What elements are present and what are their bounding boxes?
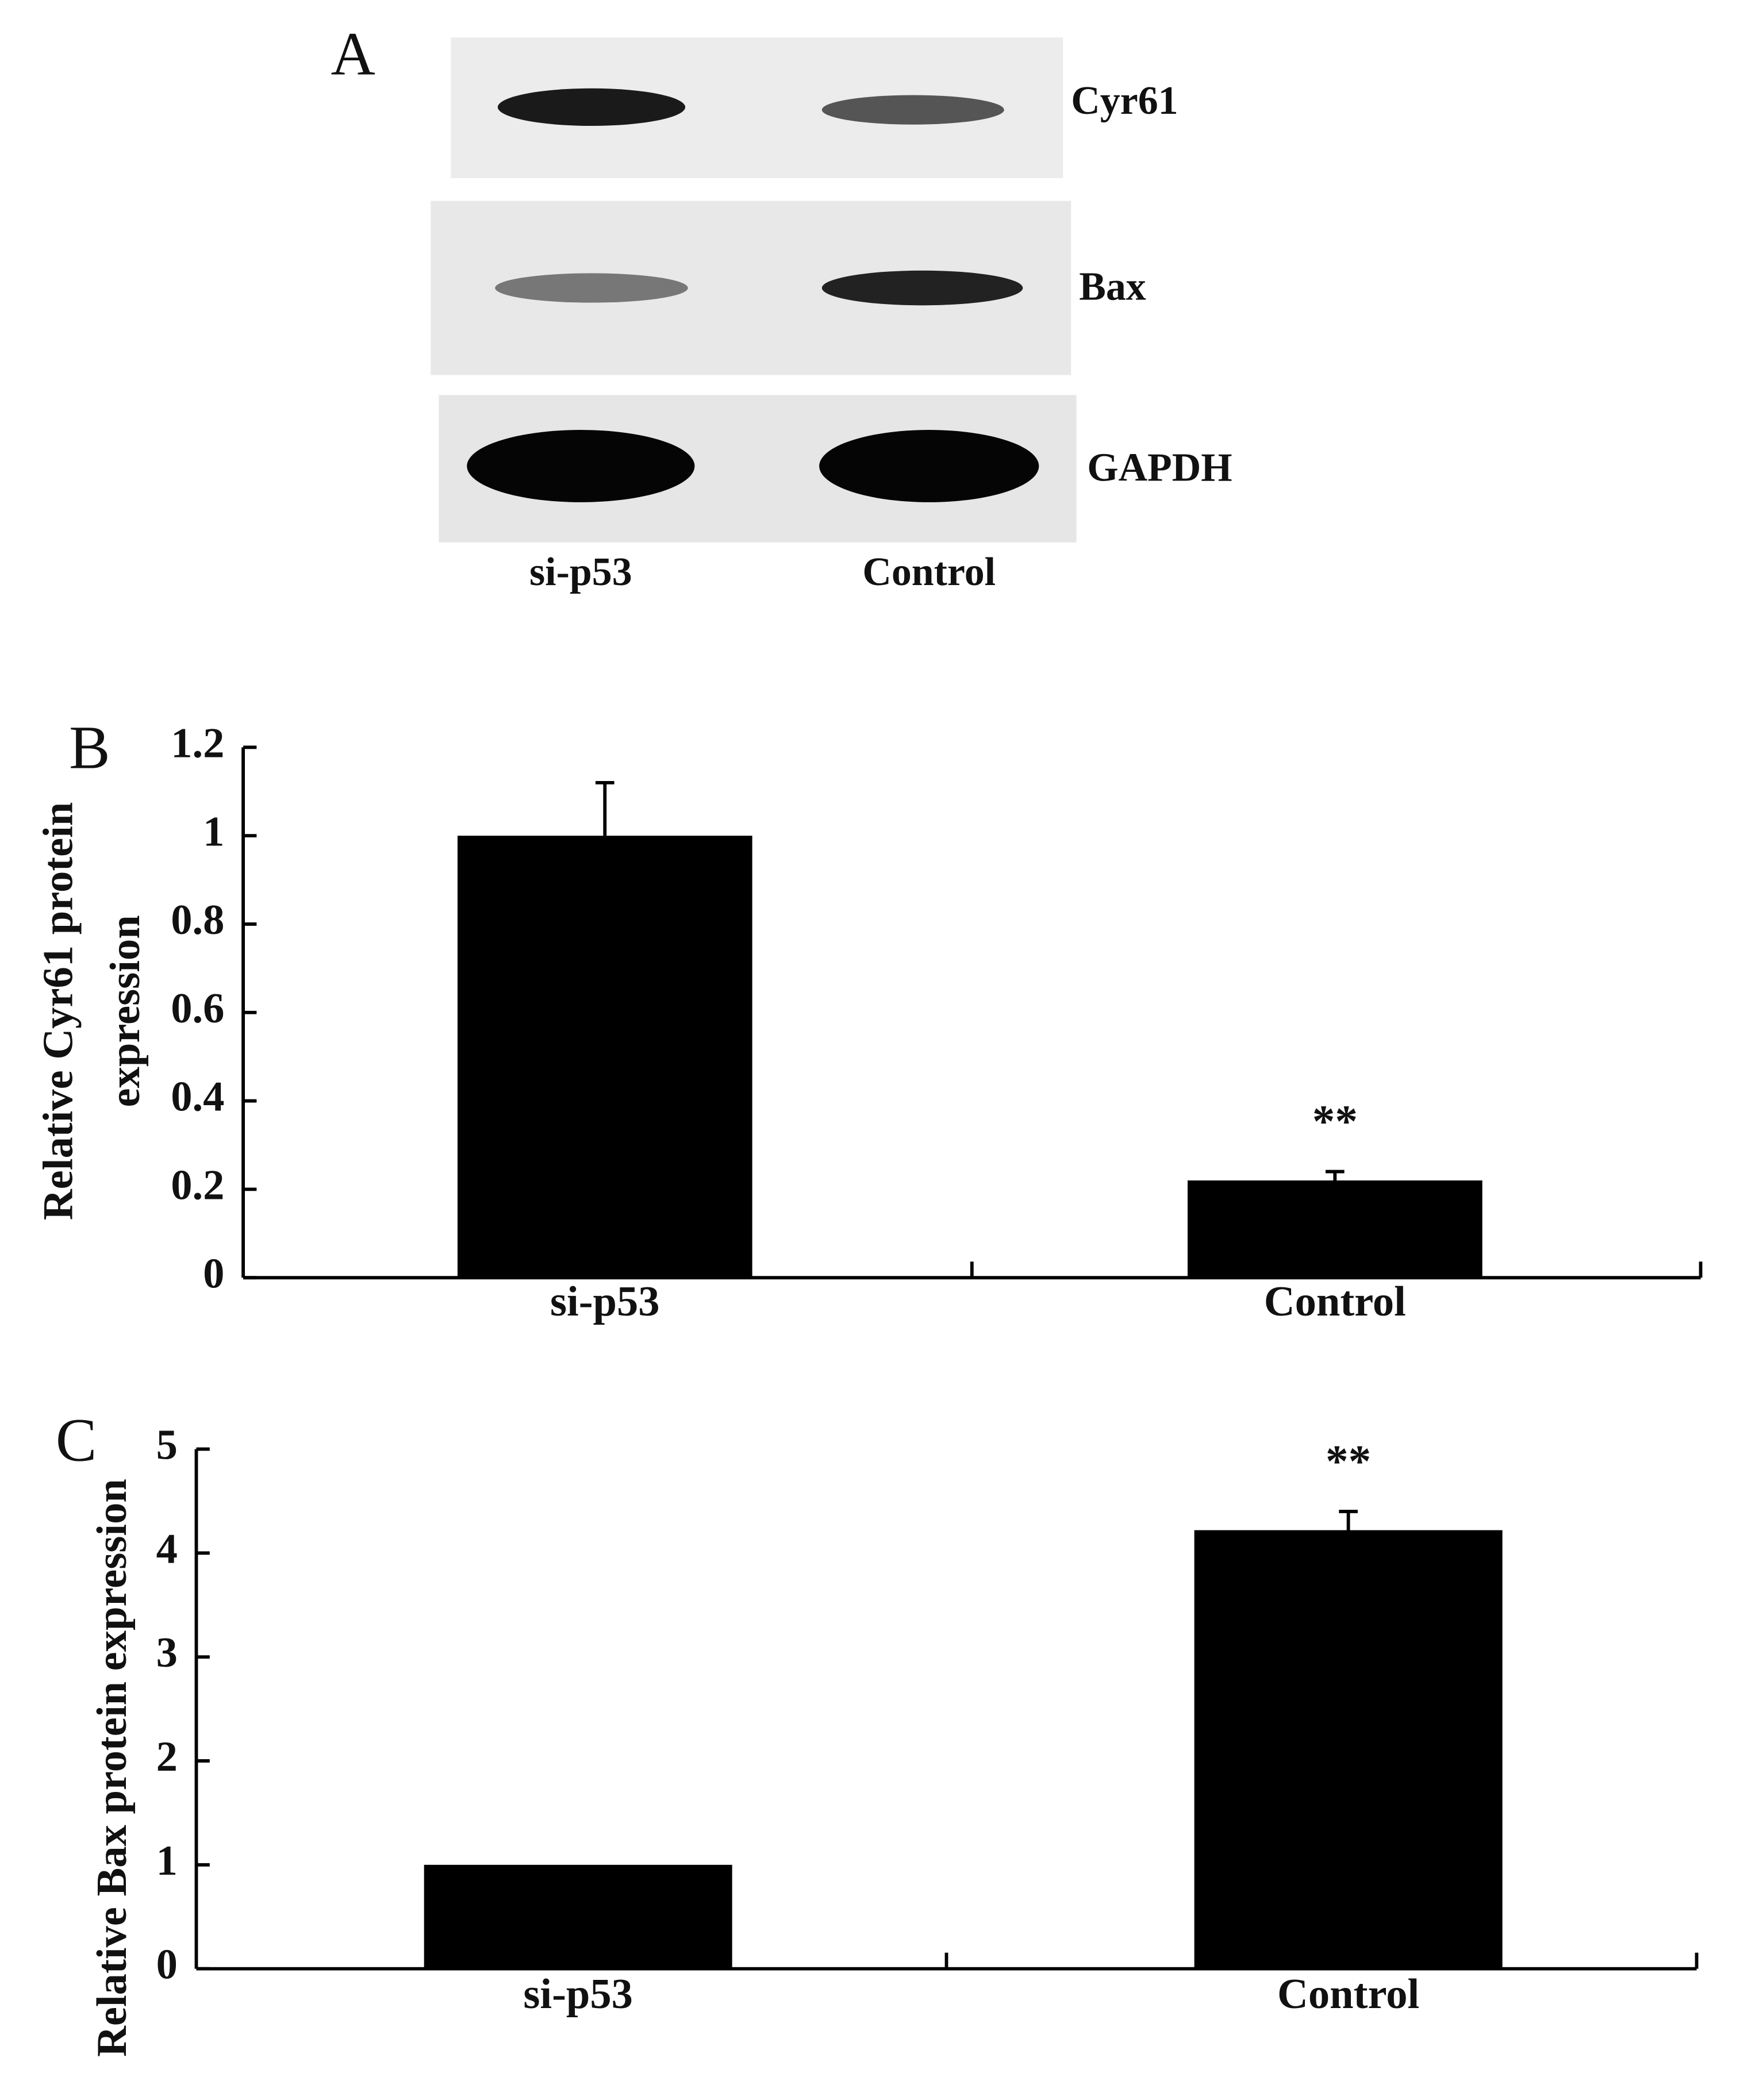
y-tick-label: 2 — [156, 1733, 178, 1780]
y-tick-label: 0.2 — [171, 1161, 224, 1209]
band — [467, 430, 695, 502]
band — [495, 273, 688, 303]
y-axis-label: Relative Bax protein expression — [89, 1479, 136, 2057]
significance-label: ** — [1326, 1436, 1371, 1487]
y-tick-label: 1 — [203, 808, 224, 855]
y-tick-label: 3 — [156, 1629, 178, 1676]
band-label: GAPDH — [1087, 445, 1232, 490]
blot-panel: A Cyr61 Bax GAPDH si-p53 Control — [331, 20, 1232, 594]
y-tick-label: 0.6 — [171, 985, 224, 1032]
bar — [457, 836, 752, 1278]
significance-label: ** — [1312, 1097, 1358, 1147]
error-bar — [1339, 1510, 1358, 1530]
panel-label: C — [56, 1406, 97, 1474]
band-label: Bax — [1079, 265, 1146, 309]
band — [497, 88, 686, 126]
band — [821, 95, 1004, 125]
panel-label: B — [69, 714, 110, 782]
band — [819, 430, 1039, 502]
y-tick-label: 0 — [156, 1941, 178, 1989]
y-tick-label: 5 — [156, 1422, 178, 1469]
x-tick-label: si-p53 — [523, 1971, 633, 2018]
bar — [1187, 1180, 1483, 1278]
panel-label: A — [331, 20, 375, 88]
error-bar — [1326, 1170, 1345, 1180]
x-tick-label: Control — [1264, 1278, 1406, 1325]
y-tick-label: 0.8 — [171, 897, 224, 944]
y-axis-label: Relative Cyr61 protein — [35, 802, 82, 1221]
lane-label: si-p53 — [529, 550, 632, 594]
y-axis-label: expression — [102, 915, 149, 1107]
y-tick-label: 0 — [203, 1250, 224, 1297]
band — [821, 270, 1023, 306]
y-tick-label: 1 — [156, 1837, 178, 1884]
band-label: Cyr61 — [1071, 79, 1178, 123]
y-tick-label: 4 — [156, 1525, 178, 1572]
y-tick-label: 0.4 — [171, 1074, 224, 1121]
x-tick-label: Control — [1277, 1971, 1419, 2018]
chart: B Relative Cyr61 protein expression 0 0.2 0.4… — [35, 714, 1703, 1325]
bar — [1194, 1530, 1503, 1969]
lane-label: Control — [862, 550, 996, 594]
y-tick-label: 1.2 — [171, 720, 224, 767]
chart: C Relative Bax protein expression 0 1 2 3 4 5 si… — [56, 1406, 1699, 2057]
error-bar — [595, 780, 615, 836]
x-tick-label: si-p53 — [550, 1278, 660, 1325]
bar — [424, 1864, 732, 1969]
